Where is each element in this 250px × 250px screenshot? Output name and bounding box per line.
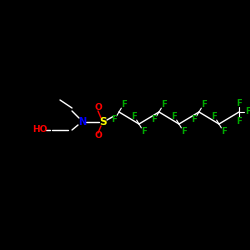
Text: F: F (245, 108, 250, 116)
Text: F: F (181, 127, 186, 136)
Text: F: F (192, 115, 197, 124)
Text: O: O (94, 132, 102, 140)
Text: F: F (172, 112, 177, 121)
Text: S: S (99, 117, 107, 127)
Text: F: F (161, 100, 166, 109)
Text: F: F (236, 98, 242, 108)
Text: F: F (221, 127, 226, 136)
Text: N: N (78, 117, 86, 127)
Text: O: O (94, 104, 102, 112)
Text: F: F (112, 115, 117, 124)
Text: F: F (212, 112, 217, 121)
Text: F: F (121, 100, 126, 109)
Text: F: F (132, 112, 137, 121)
Text: HO: HO (32, 126, 48, 134)
Text: F: F (152, 115, 157, 124)
Text: F: F (236, 116, 242, 126)
Text: F: F (201, 100, 206, 109)
Text: F: F (141, 127, 146, 136)
